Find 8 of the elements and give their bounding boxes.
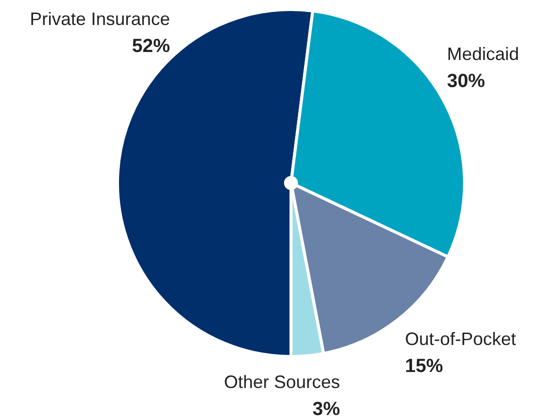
data-label: 15% [405,356,444,377]
slice-label: Medicaid [447,44,520,64]
slice-label: Other Sources [224,372,340,392]
data-label: 52% [132,36,170,57]
data-label: 3% [312,399,340,416]
slice-label: Private Insurance [30,9,170,29]
data-label: 30% [447,71,486,92]
slice-label: Out-of-Pocket [405,329,516,349]
